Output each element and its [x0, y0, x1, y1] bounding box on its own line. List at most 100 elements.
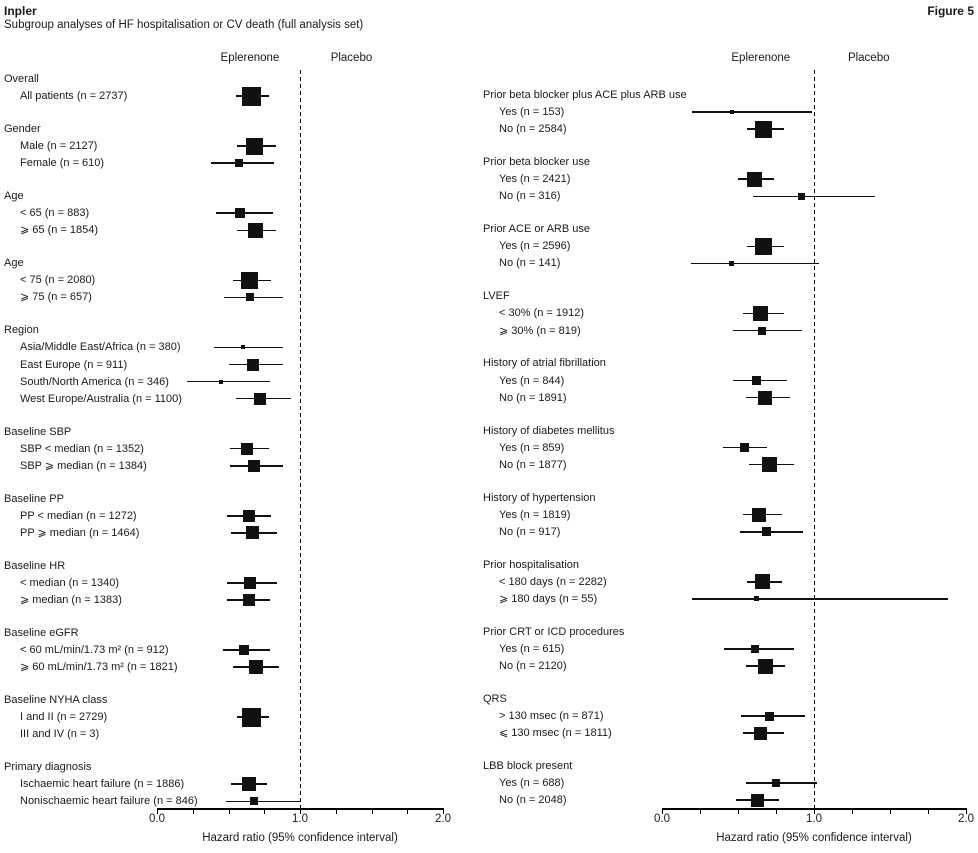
item-label: < 60 mL/min/1.73 m² (n = 912) [20, 644, 169, 656]
group-label: History of atrial fibrillation [483, 357, 606, 370]
group-label: Prior hospitalisation [483, 558, 579, 571]
group-label: Gender [4, 123, 41, 135]
item-label: Female (n = 610) [20, 157, 105, 170]
hr-marker [239, 645, 250, 655]
hr-marker [241, 86, 261, 106]
group-label: Baseline HR [4, 559, 66, 572]
item-label: South/North America (n = 346) [20, 375, 169, 388]
group-label: Baseline NYHA class [4, 694, 108, 706]
axis-tick [300, 808, 302, 814]
item-label: < 180 days (n = 2282) [499, 575, 607, 588]
item-label: < 65 (n = 883) [20, 207, 90, 220]
hr-marker [729, 260, 735, 266]
hr-marker [241, 777, 256, 792]
item-label: West Europe/Australia (n = 1100) [20, 392, 182, 405]
hr-marker [240, 345, 245, 350]
hr-marker [798, 192, 806, 200]
axis-tick-label: 2.0 [435, 813, 451, 825]
axis-title: Hazard ratio (95% confidence interval) [716, 832, 912, 844]
hr-marker [245, 293, 254, 302]
item-label: ⩾ 180 days (n = 55) [499, 592, 598, 605]
group-label: QRS [483, 692, 507, 705]
ci-line [753, 195, 875, 198]
ci-line [692, 598, 948, 600]
group-label: LVEF [483, 290, 510, 303]
ci-line [211, 162, 275, 164]
hr-marker [241, 707, 261, 727]
group-label: Prior beta blocker use [483, 156, 590, 169]
item-label: Yes (n = 844) [499, 374, 565, 387]
item-label: Yes (n = 153) [499, 106, 565, 119]
group-label: LBB block present [483, 760, 573, 772]
ci-line [724, 648, 795, 650]
column-header-eplerenone: Eplerenone [731, 52, 791, 64]
hr-marker [234, 208, 245, 219]
hr-marker [234, 159, 243, 168]
axis-tick-label: 1.0 [806, 813, 822, 825]
ci-line [733, 329, 802, 332]
reference-line [814, 70, 815, 808]
ci-line [225, 800, 300, 803]
group-label: Baseline SBP [4, 425, 72, 438]
group-label: Prior ACE or ARB use [483, 223, 590, 236]
item-label: SBP < median (n = 1352) [20, 442, 144, 455]
axis-tick-label: 2.0 [958, 813, 974, 825]
item-label: East Europe (n = 911) [20, 358, 128, 371]
hr-marker [755, 237, 773, 255]
hr-marker [762, 457, 778, 473]
axis-tick [407, 808, 409, 814]
group-label: Prior beta blocker plus ACE plus ARB use [483, 89, 687, 101]
item-label: No (n = 141) [499, 257, 561, 270]
item-label: ⩾ 75 (n = 657) [20, 291, 92, 304]
item-label: Asia/Middle East/Africa (n = 380) [20, 341, 181, 354]
hr-marker [248, 222, 264, 238]
column-header-eplerenone: Eplerenone [220, 52, 280, 64]
item-label: Yes (n = 859) [499, 441, 565, 454]
hr-marker [753, 596, 759, 602]
group-label: Region [4, 324, 39, 337]
item-label: No (n = 2048) [499, 794, 567, 807]
item-label: No (n = 316) [499, 190, 561, 203]
hr-marker [750, 644, 759, 653]
ci-line [745, 782, 818, 784]
item-label: Male (n = 2127) [20, 140, 98, 153]
item-label: ⩾ 65 (n = 1854) [20, 224, 99, 237]
hr-marker [250, 797, 259, 806]
item-label: < median (n = 1340) [20, 576, 120, 589]
group-label: History of hypertension [483, 491, 596, 504]
hr-marker [253, 392, 266, 405]
item-label: ⩾ median (n = 1383) [20, 594, 122, 606]
axis-tick [890, 808, 892, 814]
item-label: No (n = 1877) [499, 458, 567, 471]
item-label: < 75 (n = 2080) [20, 274, 96, 287]
hr-marker [245, 137, 263, 155]
item-label: No (n = 2120) [499, 660, 567, 672]
axis-tick [157, 808, 159, 814]
hr-marker [747, 171, 763, 187]
hr-marker [752, 507, 767, 522]
column-header-placebo: Placebo [847, 52, 890, 64]
hr-marker [772, 779, 780, 788]
hr-marker [241, 271, 259, 289]
hr-marker [241, 442, 254, 455]
item-label: Yes (n = 2421) [499, 173, 571, 186]
group-label: Baseline eGFR [4, 626, 79, 639]
item-label: ⩾ 30% (n = 819) [499, 324, 581, 337]
hr-marker [246, 358, 259, 371]
item-label: < 30% (n = 1912) [499, 307, 585, 320]
axis-title: Hazard ratio (95% confidence interval) [202, 832, 398, 844]
axis-tick-label: 0.0 [654, 813, 670, 825]
item-label: > 130 msec (n = 871) [499, 710, 604, 722]
item-label: No (n = 917) [499, 525, 561, 538]
group-label: Baseline PP [4, 492, 64, 505]
hr-marker [248, 660, 263, 675]
axis-tick [738, 808, 740, 814]
hr-marker [751, 376, 761, 385]
hr-marker [729, 110, 734, 115]
hr-marker [242, 594, 255, 606]
ci-line [214, 346, 283, 349]
hr-marker [757, 658, 773, 674]
item-label: PP < median (n = 1272) [20, 509, 137, 522]
item-label: Yes (n = 688) [499, 777, 565, 790]
